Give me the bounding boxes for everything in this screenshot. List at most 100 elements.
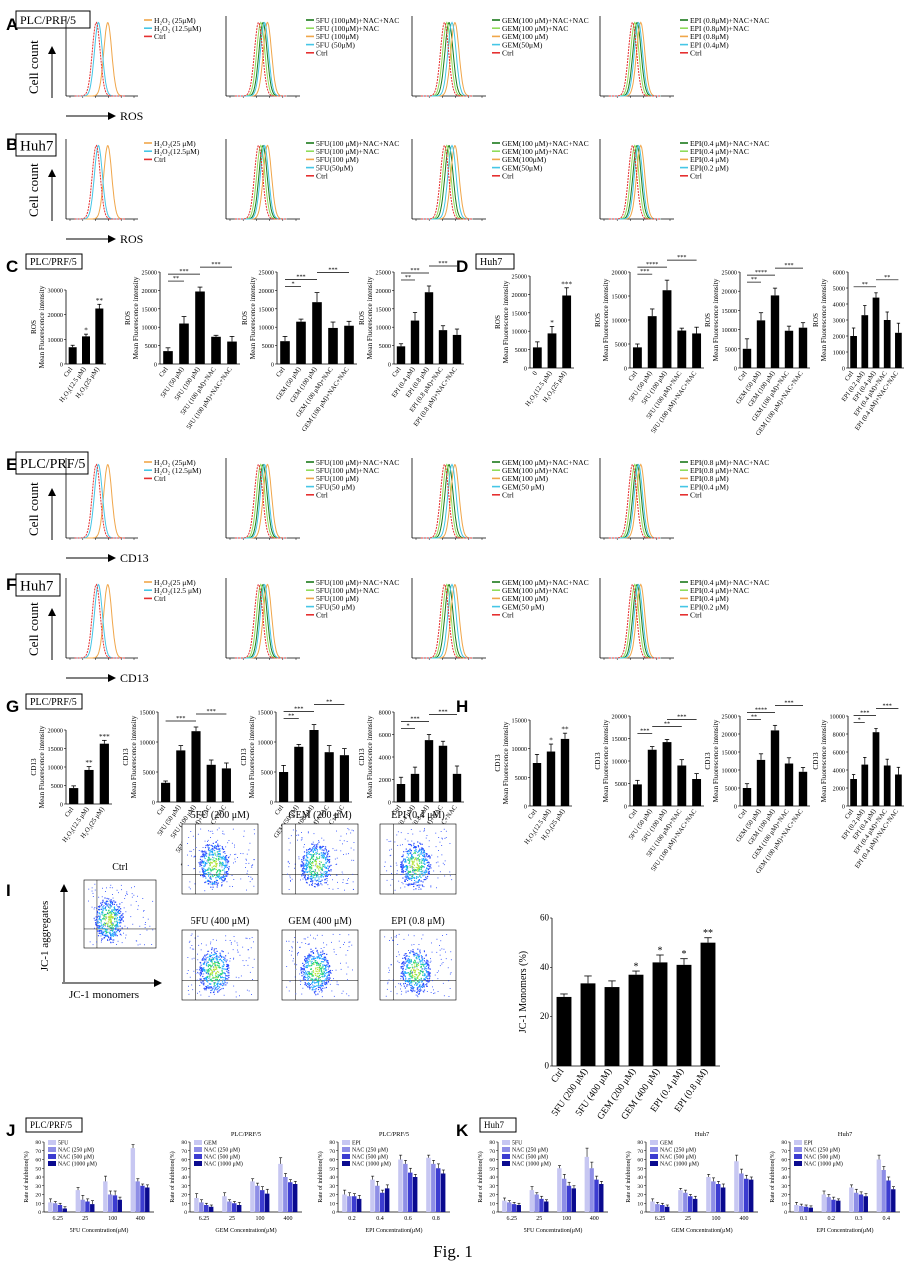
histogram-curve (420, 144, 473, 220)
legend-entry: 5FU(50 μM) (316, 602, 355, 611)
scatter-point (301, 942, 303, 944)
scatter-point (298, 952, 299, 953)
scatter-point (419, 972, 421, 974)
bar (375, 1185, 380, 1212)
scatter-point (322, 949, 324, 951)
scatter-point (313, 856, 315, 858)
scatter-point (309, 859, 311, 861)
scatter-point (105, 913, 107, 916)
scatter-point (120, 922, 122, 924)
legend-entry: GEM(100 μM) (502, 32, 549, 41)
scatter-point (320, 876, 322, 878)
scatter-point (228, 856, 230, 858)
scatter-point (304, 872, 306, 874)
scatter-point (213, 986, 215, 988)
scatter-point (98, 927, 100, 929)
scatter-point (243, 965, 245, 966)
bar (534, 1194, 539, 1212)
legend-swatch (342, 1161, 350, 1166)
scatter-point (299, 979, 301, 981)
scatter-point (110, 884, 112, 886)
scatter-point (124, 925, 126, 927)
scatter-point (324, 848, 326, 850)
scatter-point (317, 885, 319, 887)
scatter-point (417, 854, 419, 856)
scatter-point (227, 872, 229, 875)
scatter-point (208, 844, 210, 846)
scatter-point (225, 862, 227, 864)
scatter-point (410, 989, 412, 992)
scatter-point (225, 961, 227, 963)
scatter-point (345, 962, 347, 964)
scatter-point (302, 873, 304, 875)
scatter-point (309, 973, 311, 975)
scatter-point (204, 846, 207, 849)
scatter-point (414, 984, 416, 986)
scatter-point (311, 982, 313, 985)
scatter-point (314, 883, 316, 885)
scatter-point (318, 972, 320, 974)
scatter-point (116, 918, 118, 920)
y-tick-label: 40 (181, 1175, 187, 1181)
scatter-point (109, 903, 111, 906)
scatter-point (409, 971, 411, 973)
scatter-point (108, 920, 110, 922)
scatter-point (205, 944, 207, 946)
scatter-point (137, 895, 138, 897)
scatter-point (319, 967, 321, 970)
y-tick-label: 0 (734, 366, 737, 373)
scatter-point (215, 862, 217, 865)
scatter-point (251, 865, 253, 867)
scatter-point (418, 944, 420, 945)
scatter-point (329, 969, 332, 972)
scatter-point (116, 920, 118, 922)
scatter-point (325, 846, 327, 848)
scatter-point (350, 832, 352, 834)
scatter-point (403, 870, 405, 872)
scatter-point (238, 977, 240, 979)
scatter-point (341, 871, 343, 873)
y-tick-label: 3000 (833, 318, 845, 325)
x-axis-label: EPI Concentration(μM) (816, 1227, 873, 1234)
scatter-point (330, 870, 332, 872)
bar (678, 1190, 683, 1212)
scatter-point (227, 842, 229, 844)
scatter-point (321, 867, 323, 869)
scatter-point (406, 967, 408, 969)
scatter-point (427, 961, 429, 963)
scatter-point (423, 854, 425, 856)
scatter-point (404, 980, 406, 982)
scatter-point (227, 972, 229, 974)
scatter-point (319, 985, 321, 987)
y-tick-label: 0 (624, 366, 627, 373)
scatter-point (132, 923, 134, 925)
scatter-point (326, 878, 328, 880)
scatter-point (328, 971, 331, 973)
scatter-point (237, 951, 239, 953)
bar (794, 1205, 799, 1212)
cell-type-box (15, 133, 57, 157)
scatter-point (99, 917, 101, 919)
legend-entry: H₂O₂(25 μM) (154, 139, 196, 148)
scatter-point (214, 849, 216, 852)
scatter-point (438, 850, 439, 851)
legend-swatch (650, 1161, 658, 1166)
bar (222, 1196, 227, 1212)
scatter-point (117, 906, 119, 908)
scatter-point (112, 909, 114, 911)
scatter-point (212, 976, 214, 978)
scatter-point (193, 868, 195, 870)
scatter-point (123, 932, 124, 934)
scatter-point (306, 855, 307, 857)
y-tick-label: 15000 (376, 306, 391, 313)
bar (858, 1194, 864, 1212)
legend-entry: GEM(100 μM)+NAC+NAC (502, 139, 589, 148)
scatter-point (203, 978, 205, 980)
scatter-point (300, 981, 302, 983)
histogram-curve (420, 583, 473, 659)
scatter-point (219, 958, 222, 960)
scatter-point (403, 954, 405, 956)
scatter-point (208, 848, 210, 850)
scatter-point (188, 886, 190, 888)
